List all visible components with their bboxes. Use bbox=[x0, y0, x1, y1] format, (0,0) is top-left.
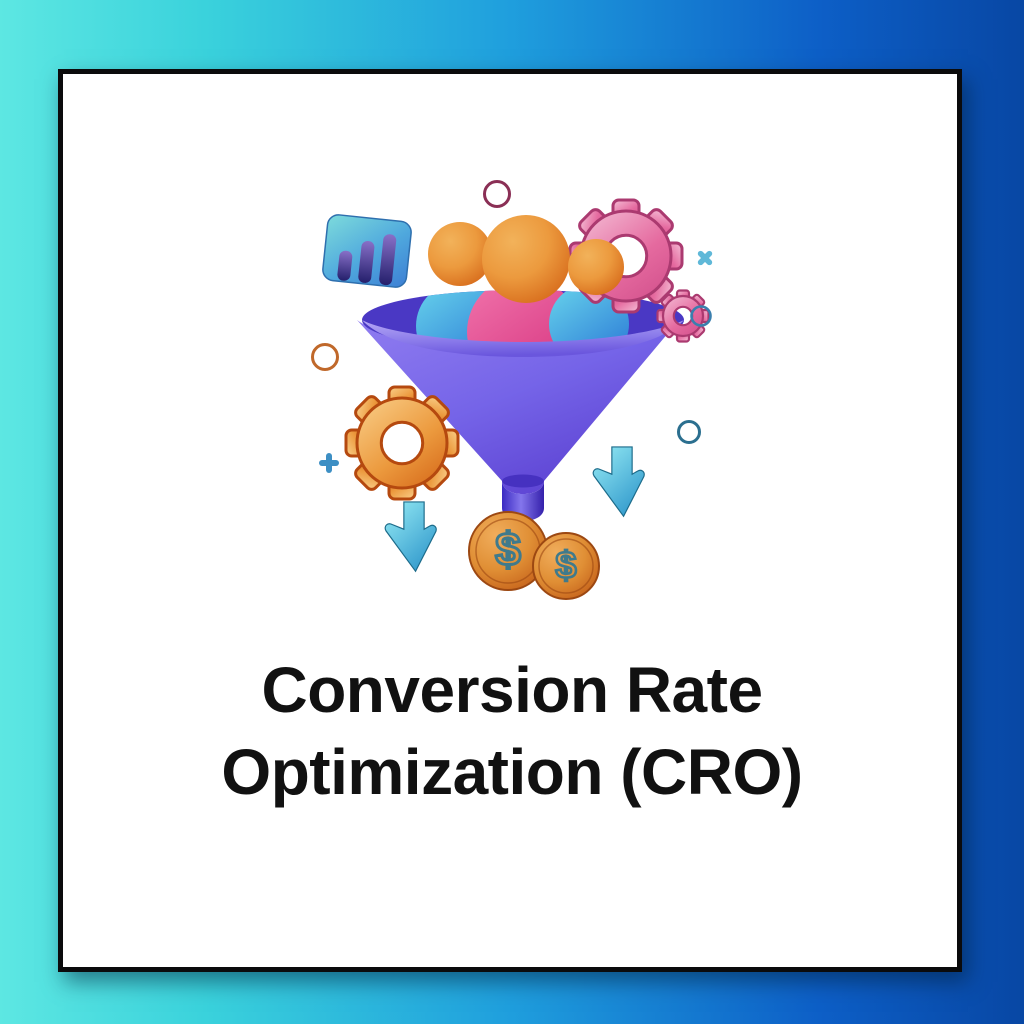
svg-text:$: $ bbox=[495, 523, 521, 575]
svg-text:$: $ bbox=[555, 545, 576, 587]
